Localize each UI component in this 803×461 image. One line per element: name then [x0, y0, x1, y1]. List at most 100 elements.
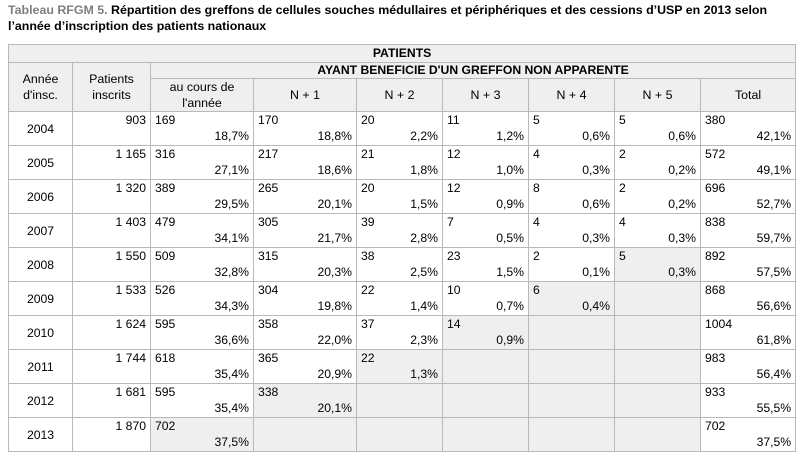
inscrits-cell: 903	[72, 111, 151, 146]
empty-cell	[614, 349, 701, 384]
count-value: 38	[361, 249, 375, 263]
percent-value: 2,2%	[410, 129, 438, 143]
table-row: 2006 1 320 389 29,5% 265 20,1% 20 1,5% 12 0,9% 8 0,…	[8, 179, 797, 214]
value-cell: 170 18,8%	[253, 111, 357, 146]
value-cell: 526 34,3%	[150, 281, 254, 316]
year-cell: 2013	[8, 417, 73, 452]
count-value: 20	[361, 113, 375, 127]
year-cell: 2011	[8, 349, 73, 384]
inscrits-cell: 1 533	[72, 281, 151, 316]
percent-value: 56,4%	[756, 367, 792, 381]
value-cell: 5 0,3%	[614, 247, 701, 282]
count-value: 389	[155, 181, 176, 195]
year-cell: 2005	[8, 145, 73, 180]
count-value: 11	[447, 113, 460, 127]
empty-cell	[356, 417, 443, 452]
value-cell: 933 55,5%	[699, 383, 797, 418]
percent-value: 20,1%	[317, 401, 352, 415]
count-value: 702	[155, 419, 176, 433]
empty-cell	[528, 417, 615, 452]
value-cell: 38 2,5%	[356, 247, 443, 282]
col-header: N + 4	[528, 78, 615, 112]
count-value: 6	[533, 283, 540, 297]
percent-value: 0,6%	[582, 197, 610, 211]
value-cell: 338 20,1%	[253, 383, 357, 418]
value-cell: 838 59,7%	[699, 213, 797, 248]
value-cell: 315 20,3%	[253, 247, 357, 282]
inscrits-cell: 1 624	[72, 315, 151, 350]
empty-cell	[442, 417, 529, 452]
ayant-header: AYANT BENEFICIE D'UN GREFFON NON APPAREN…	[149, 62, 797, 79]
percent-value: 34,1%	[214, 231, 249, 245]
value-cell: 304 19,8%	[253, 281, 357, 316]
percent-value: 22,0%	[317, 333, 352, 347]
count-value: 868	[705, 283, 726, 297]
percent-value: 35,4%	[214, 401, 249, 415]
value-cell: 20 2,2%	[356, 111, 443, 146]
table-body: 2004 903 169 18,7% 170 18,8% 20 2,2% 11 1,2% 5 0,6%…	[8, 111, 797, 452]
count-value: 5	[619, 113, 626, 127]
count-value: 315	[258, 249, 279, 263]
empty-cell	[356, 383, 443, 418]
count-value: 702	[705, 419, 726, 433]
percent-value: 20,1%	[317, 197, 352, 211]
count-value: 595	[155, 385, 176, 399]
percent-value: 19,8%	[317, 299, 352, 313]
percent-value: 32,8%	[214, 265, 249, 279]
value-cell: 5 0,6%	[614, 111, 701, 146]
percent-value: 27,1%	[214, 163, 249, 177]
inscrits-cell: 1 165	[72, 145, 151, 180]
count-value: 983	[705, 351, 726, 365]
value-cell: 11 1,2%	[442, 111, 529, 146]
count-value: 2	[619, 147, 626, 161]
percent-value: 1,0%	[496, 163, 524, 177]
value-cell: 2 0,2%	[614, 179, 701, 214]
percent-value: 59,7%	[756, 231, 792, 245]
value-cell: 14 0,9%	[442, 315, 529, 350]
percent-value: 42,1%	[756, 129, 792, 143]
percent-value: 0,9%	[496, 333, 524, 347]
empty-cell	[614, 383, 701, 418]
year-cell: 2010	[8, 315, 73, 350]
value-cell: 10 0,7%	[442, 281, 529, 316]
count-value: 12	[447, 181, 461, 195]
count-value: 933	[705, 385, 726, 399]
percent-value: 0,1%	[582, 265, 610, 279]
percent-value: 0,3%	[582, 231, 610, 245]
value-cell: 39 2,8%	[356, 213, 443, 248]
percent-value: 0,3%	[668, 231, 696, 245]
percent-value: 0,6%	[582, 129, 610, 143]
count-value: 838	[705, 215, 726, 229]
percent-value: 61,8%	[756, 333, 792, 347]
inscrits-cell: 1 681	[72, 383, 151, 418]
value-cell: 8 0,6%	[528, 179, 615, 214]
count-value: 4	[533, 215, 540, 229]
count-value: 20	[361, 181, 375, 195]
year-cell: 2012	[8, 383, 73, 418]
percent-value: 21,7%	[317, 231, 352, 245]
value-cell: 479 34,1%	[150, 213, 254, 248]
value-cell: 12 1,0%	[442, 145, 529, 180]
table-row: 2004 903 169 18,7% 170 18,8% 20 2,2% 11 1,2% 5 0,6%…	[8, 111, 797, 146]
empty-cell	[253, 417, 357, 452]
data-table: PATIENTS Année d'insc. Patients inscrits…	[7, 44, 797, 452]
percent-value: 0,7%	[496, 299, 524, 313]
patients-header: PATIENTS	[7, 44, 797, 63]
value-cell: 365 20,9%	[253, 349, 357, 384]
count-value: 696	[705, 181, 726, 195]
count-value: 380	[705, 113, 726, 127]
percent-value: 18,7%	[214, 129, 249, 143]
percent-value: 0,2%	[668, 197, 696, 211]
count-value: 1004	[705, 317, 733, 331]
value-cell: 389 29,5%	[150, 179, 254, 214]
count-value: 304	[258, 283, 279, 297]
table-row: 2009 1 533 526 34,3% 304 19,8% 22 1,4% 10 0,7% 6 0,…	[8, 281, 797, 316]
value-cell: 217 18,6%	[253, 145, 357, 180]
value-cell: 169 18,7%	[150, 111, 254, 146]
table-row: 2008 1 550 509 32,8% 315 20,3% 38 2,5% 23 1,5% 2 0,…	[8, 247, 797, 282]
count-value: 316	[155, 147, 176, 161]
value-cell: 23 1,5%	[442, 247, 529, 282]
value-cell: 509 32,8%	[150, 247, 254, 282]
value-cell: 618 35,4%	[150, 349, 254, 384]
percent-value: 0,3%	[582, 163, 610, 177]
